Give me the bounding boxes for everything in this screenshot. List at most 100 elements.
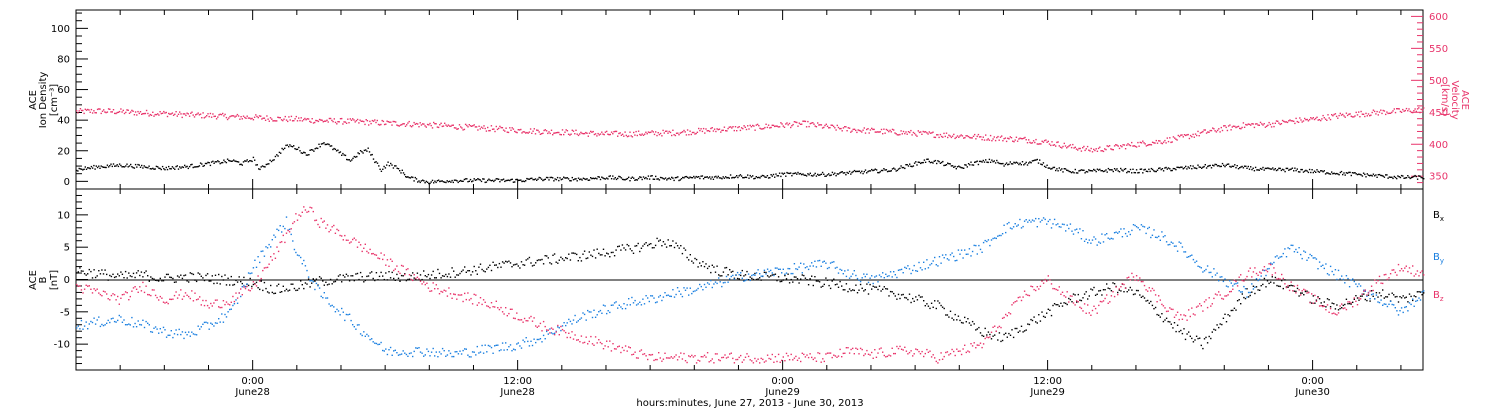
velocity-series-point	[372, 120, 373, 121]
by-series-point	[1163, 236, 1164, 237]
by-series-point	[188, 331, 189, 332]
top-panel-frame	[76, 10, 1423, 189]
by-series-point	[478, 352, 479, 353]
velocity-series-point	[1314, 119, 1315, 120]
bz-series-point	[488, 306, 489, 307]
bx-series-point	[827, 280, 828, 281]
density-series-point	[1353, 172, 1354, 173]
density-series-point	[1208, 165, 1209, 166]
bz-series-point	[873, 358, 874, 359]
by-series-point	[414, 351, 415, 352]
by-series-point	[1015, 223, 1016, 224]
by-series-point	[1186, 257, 1187, 258]
velocity-series-point	[624, 131, 625, 132]
bz-series-point	[958, 351, 959, 352]
velocity-series-point	[157, 113, 158, 114]
by-series-point	[1358, 283, 1359, 284]
by-series-point	[396, 352, 397, 353]
by-series-point	[376, 343, 377, 344]
density-series-point	[1217, 165, 1218, 166]
bz-series-point	[153, 289, 154, 290]
by-series-point	[1406, 306, 1407, 307]
bz-series-point	[1089, 312, 1090, 313]
density-series-point	[563, 177, 564, 178]
bz-series-point	[1142, 281, 1143, 282]
density-series-point	[716, 177, 717, 178]
bz-series-point	[586, 337, 587, 338]
velocity-series-point	[1372, 112, 1373, 113]
density-series-point	[1253, 168, 1254, 169]
bx-series-point	[1349, 303, 1350, 304]
velocity-series-point	[334, 118, 335, 119]
by-series-point	[298, 255, 299, 256]
by-series-point	[745, 280, 746, 281]
bx-series-point	[1086, 291, 1087, 292]
velocity-series-point	[493, 128, 494, 129]
by-series-point	[339, 314, 340, 315]
bx-series-point	[890, 291, 891, 292]
density-series-point	[174, 169, 175, 170]
velocity-series-point	[1384, 110, 1385, 111]
bz-series-point	[838, 355, 839, 356]
velocity-series-point	[1403, 111, 1404, 112]
bz-series-point	[467, 292, 468, 293]
bx-series-point	[1357, 297, 1358, 298]
density-series-point	[823, 174, 824, 175]
velocity-series-point	[326, 120, 327, 121]
bx-series-point	[84, 273, 85, 274]
density-series-point	[478, 179, 479, 180]
velocity-series-point	[606, 131, 607, 132]
bz-series-point	[682, 358, 683, 359]
velocity-series-point	[810, 123, 811, 124]
velocity-series-point	[439, 124, 440, 125]
by-series-point	[469, 356, 470, 357]
bz-series-point	[401, 265, 402, 266]
density-series-point	[184, 165, 185, 166]
velocity-series-point	[80, 108, 81, 109]
velocity-series-point	[552, 134, 553, 135]
by-series-point	[193, 333, 194, 334]
bz-series-point	[869, 354, 870, 355]
velocity-series-point	[743, 125, 744, 126]
bz-series-point	[395, 268, 396, 269]
velocity-series-point	[1126, 145, 1127, 146]
bz-series-point	[1111, 295, 1112, 296]
by-series-point	[587, 310, 588, 311]
by-series-point	[1082, 230, 1083, 231]
bx-series-point	[453, 271, 454, 272]
density-series-point	[1305, 170, 1306, 171]
velocity-series-point	[1131, 142, 1132, 143]
velocity-series-point	[82, 110, 83, 111]
bx-series-point	[1139, 294, 1140, 295]
bz-series-point	[455, 294, 456, 295]
bx-series-point	[1011, 329, 1012, 330]
velocity-series-point	[518, 129, 519, 130]
velocity-series-point	[848, 127, 849, 128]
bz-series-point	[287, 230, 288, 231]
by-series-point	[1212, 276, 1213, 277]
bx-series-point	[1117, 292, 1118, 293]
velocity-series-point	[1211, 130, 1212, 131]
bx-series-point	[227, 278, 228, 279]
velocity-series-point	[499, 126, 500, 127]
bx-series-point	[216, 283, 217, 284]
by-series-point	[497, 345, 498, 346]
bx-series-point	[1051, 315, 1052, 316]
bz-series-point	[601, 343, 602, 344]
bx-series-point	[327, 284, 328, 285]
by-series-point	[1354, 281, 1355, 282]
bz-series-point	[1377, 280, 1378, 281]
by-series-point	[395, 350, 396, 351]
velocity-series-point	[151, 115, 152, 116]
velocity-series-point	[264, 118, 265, 119]
bx-series-point	[1254, 293, 1255, 294]
density-series-point	[875, 169, 876, 170]
by-series-point	[593, 310, 594, 311]
density-series-point	[1039, 159, 1040, 160]
bz-series-point	[1224, 295, 1225, 296]
bx-series-point	[481, 269, 482, 270]
bz-series-point	[1403, 270, 1404, 271]
density-series-point	[139, 164, 140, 165]
density-series-point	[308, 154, 309, 155]
density-series-point	[940, 163, 941, 164]
